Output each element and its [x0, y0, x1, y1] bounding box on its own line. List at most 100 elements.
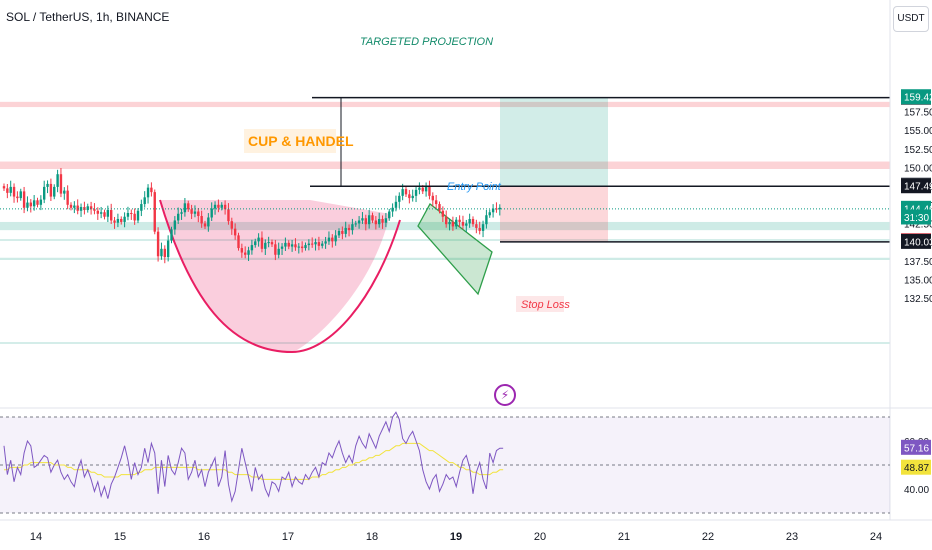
candle-body — [207, 217, 210, 227]
candle-body — [247, 250, 250, 255]
candle-body — [160, 248, 163, 257]
time-tick-label: 17 — [282, 531, 294, 543]
candle-body — [9, 186, 12, 193]
candle-body — [448, 221, 451, 225]
candle-body — [213, 204, 217, 209]
candle-body — [498, 207, 501, 210]
candle-body — [39, 199, 43, 205]
candle-body — [481, 224, 485, 231]
stop-loss-box — [500, 186, 608, 242]
candle-body — [344, 227, 347, 234]
rsi-tag — [901, 459, 931, 475]
candle-body — [307, 243, 311, 246]
candle-body — [166, 240, 170, 258]
candle-body — [441, 210, 445, 217]
candle-body — [421, 187, 424, 192]
candle-body — [287, 242, 290, 247]
candle-body — [103, 212, 106, 217]
candle-body — [327, 237, 331, 242]
time-tick-label: 18 — [366, 531, 378, 543]
candle-body — [428, 186, 431, 196]
candle-body — [43, 186, 46, 200]
candle-body — [237, 235, 240, 249]
profit-target-box — [500, 97, 608, 187]
time-tick-label: 23 — [786, 531, 798, 543]
candle-body — [210, 208, 213, 218]
time-tick-label: 16 — [198, 531, 210, 543]
price-tag — [901, 89, 931, 105]
candle-body — [32, 200, 36, 207]
lightning-bolt-icon[interactable]: ⚡ — [494, 384, 516, 406]
price-tick-label: 155.00 — [904, 126, 932, 137]
candle-body — [143, 197, 146, 205]
candle-body — [116, 218, 120, 223]
candle-body — [153, 192, 156, 232]
candle-body — [197, 211, 200, 216]
candle-body — [257, 237, 260, 242]
candle-body — [126, 213, 130, 217]
candle-body — [461, 221, 465, 226]
stop-label-bg — [516, 296, 564, 312]
candle-body — [244, 252, 247, 255]
candle-body — [404, 189, 408, 195]
candle-body — [187, 203, 190, 210]
candle-body — [438, 204, 441, 211]
time-tick-label: 21 — [618, 531, 630, 543]
candle-body — [297, 246, 300, 248]
candle-body — [123, 216, 126, 222]
candle-body — [458, 219, 461, 222]
candle-body — [223, 204, 227, 210]
candle-body — [351, 224, 354, 231]
time-tick-label: 14 — [30, 531, 42, 543]
candle-body — [394, 201, 398, 208]
candle-body — [53, 186, 56, 197]
candle-body — [478, 227, 481, 231]
candle-body — [200, 215, 203, 224]
entry-point-label: Entry Point — [447, 181, 502, 193]
candle-body — [367, 215, 371, 225]
candle-body — [334, 235, 337, 242]
candle-body — [418, 187, 421, 190]
candle-body — [183, 203, 187, 213]
candle-body — [284, 242, 287, 247]
candle-body — [414, 189, 418, 196]
candle-body — [99, 212, 103, 214]
candle-body — [156, 231, 160, 257]
candle-body — [408, 194, 411, 199]
candle-body — [491, 208, 495, 213]
price-tick-label: 157.50 — [904, 108, 932, 119]
candle-body — [277, 248, 280, 255]
candle-body — [177, 213, 180, 221]
candle-body — [12, 186, 16, 197]
candle-body — [240, 248, 244, 253]
cup-curve — [159, 199, 401, 354]
candle-body — [401, 189, 404, 196]
candle-body — [136, 210, 140, 221]
time-tick-label: 22 — [702, 531, 714, 543]
candle-body — [76, 205, 79, 211]
candle-body — [217, 204, 220, 208]
price-tag — [901, 178, 931, 194]
candle-body — [434, 200, 438, 205]
candle-body — [311, 243, 314, 245]
price-tick-label: 152.50 — [904, 145, 932, 156]
candle-body — [337, 230, 341, 236]
candle-body — [29, 202, 32, 207]
candle-body — [170, 229, 173, 241]
candle-body — [357, 220, 361, 224]
candle-body — [220, 204, 223, 208]
candle-body — [150, 187, 153, 193]
candle-body — [2, 186, 6, 189]
candle-body — [398, 195, 401, 202]
candle-body — [22, 191, 26, 208]
currency-button[interactable]: USDT — [893, 6, 929, 32]
candle-body — [341, 230, 344, 234]
time-tick-label: 19 — [450, 531, 462, 543]
candle-body — [411, 195, 414, 199]
time-tick-label: 20 — [534, 531, 546, 543]
candle-body — [89, 206, 93, 210]
candle-body — [130, 213, 133, 215]
candle-body — [63, 190, 66, 194]
price-tick-label: 132.50 — [904, 294, 932, 305]
